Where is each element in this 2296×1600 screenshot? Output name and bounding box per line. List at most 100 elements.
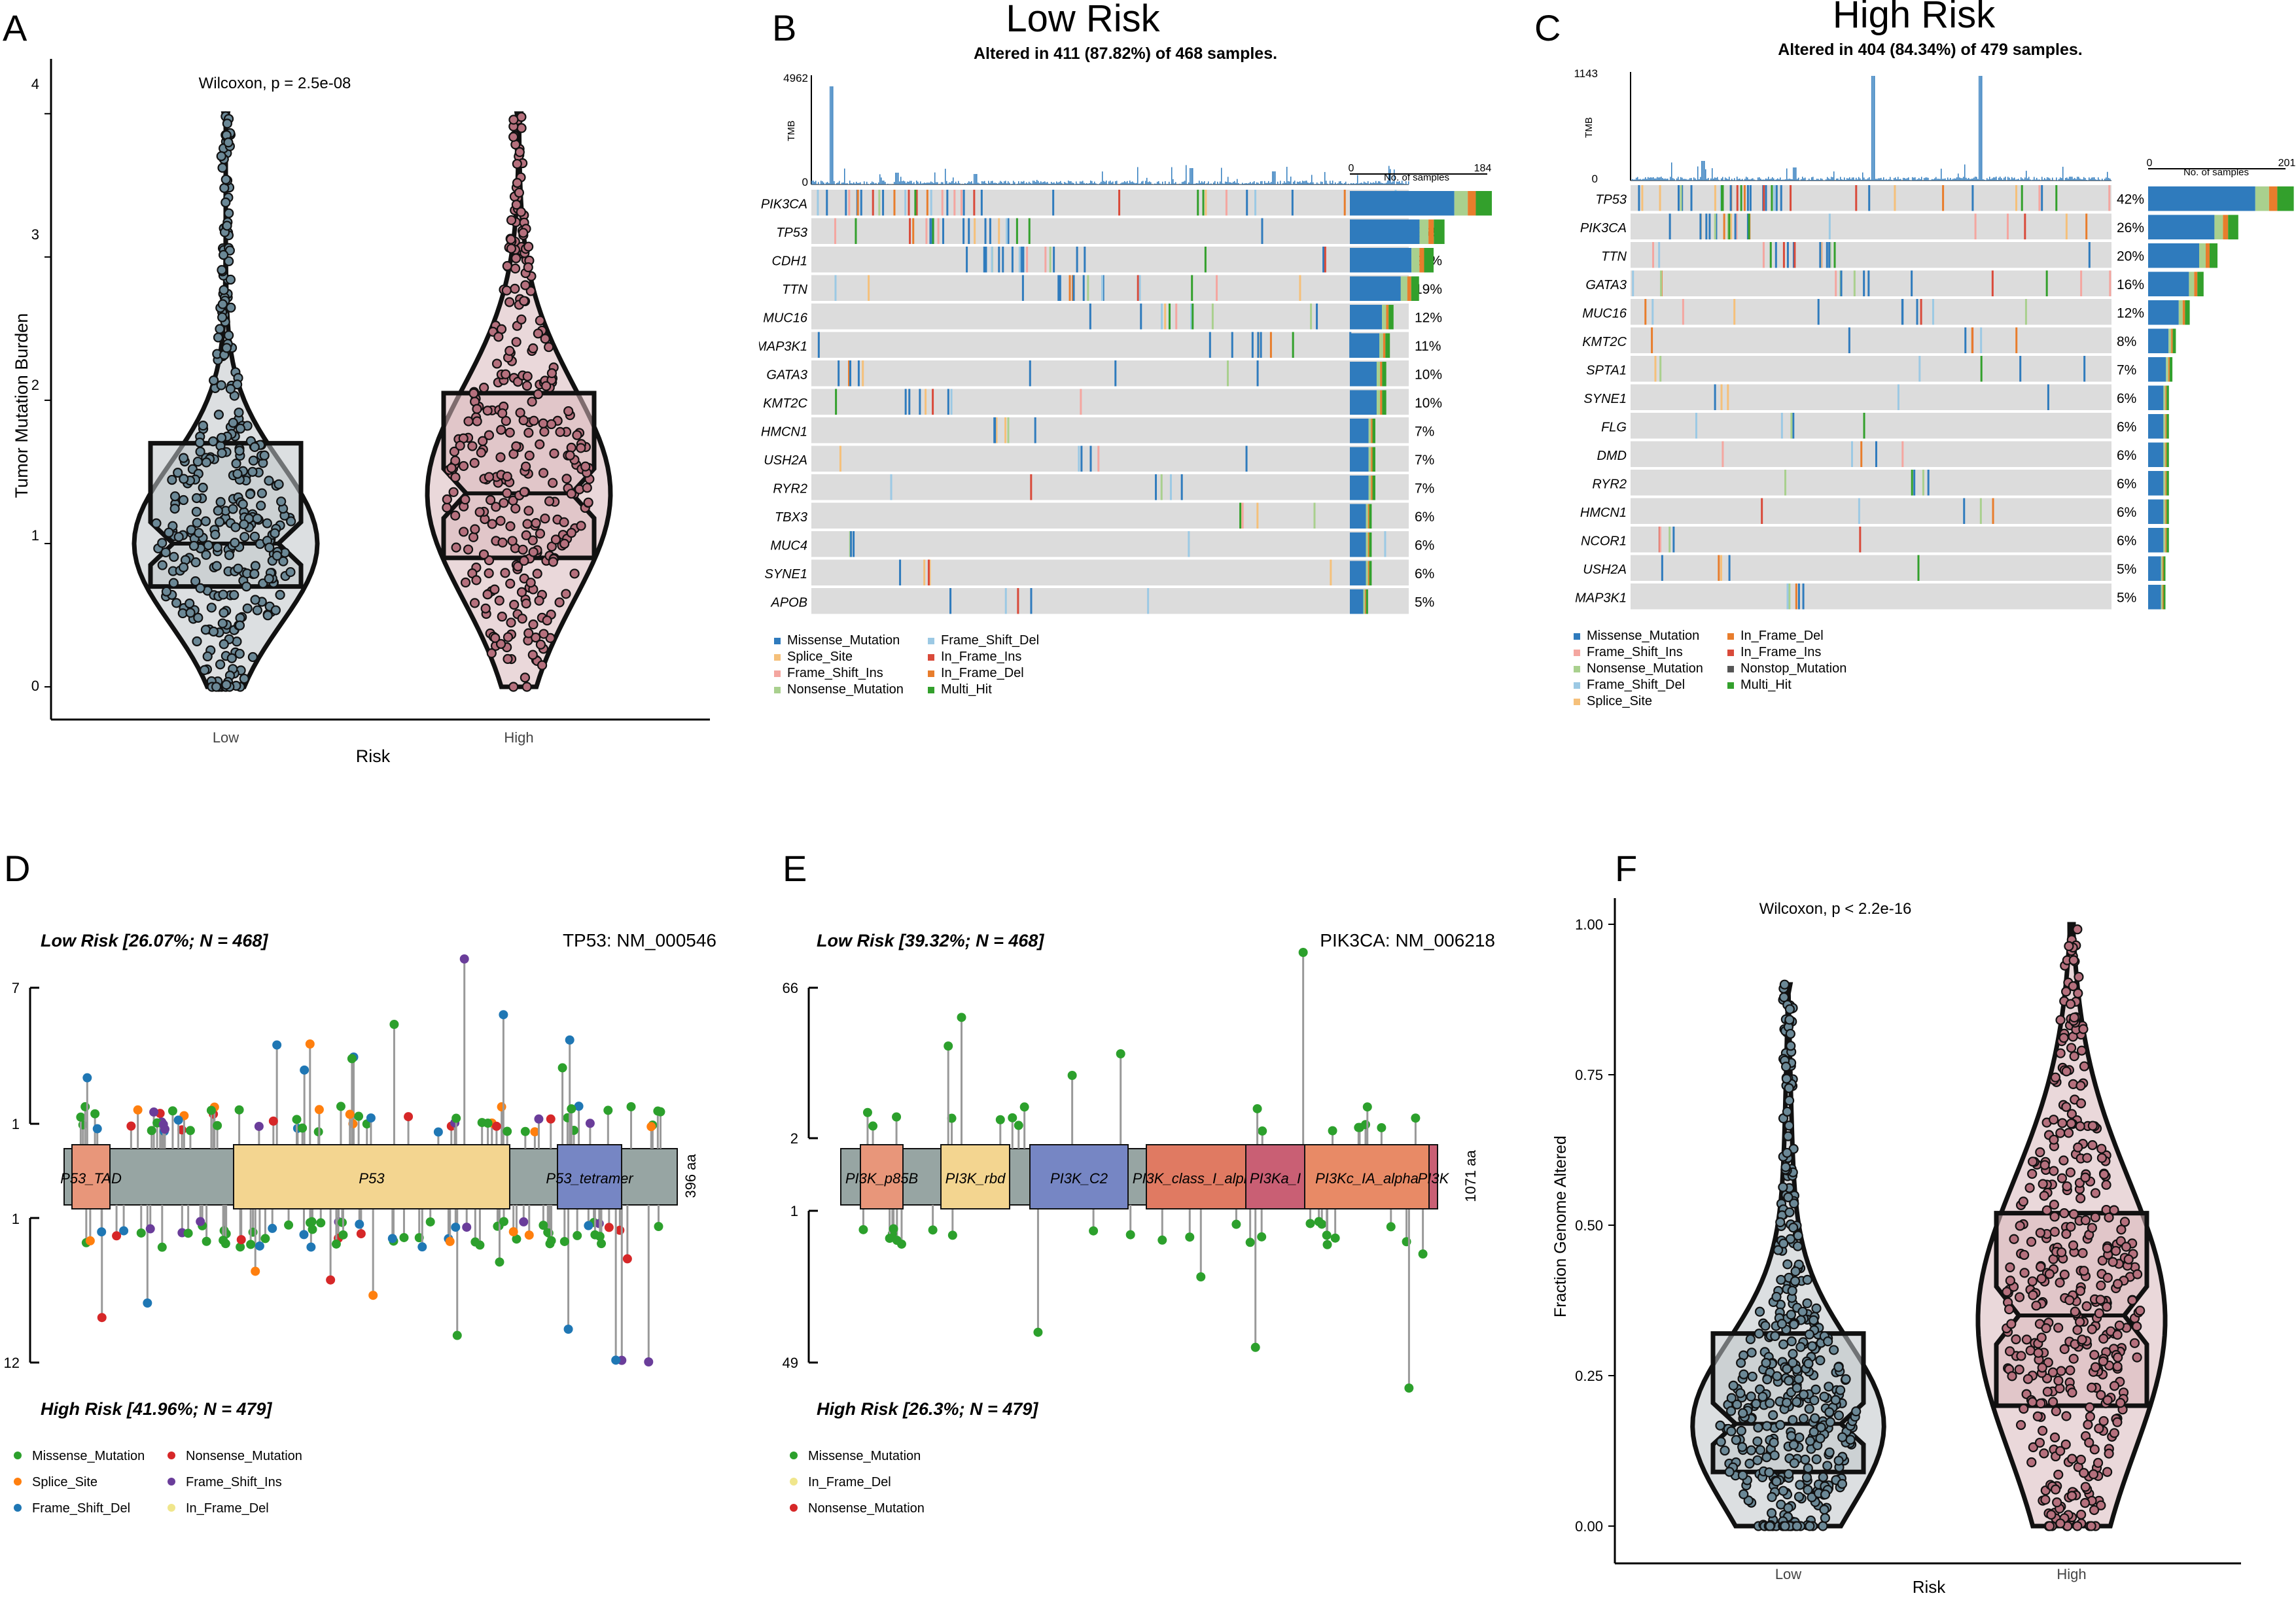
lollipop-head [126, 1121, 136, 1131]
data-point [2062, 1181, 2072, 1192]
tmb-bar [2074, 177, 2075, 181]
percent-label: 5% [1415, 595, 1434, 610]
mutation-cell [1322, 247, 1325, 273]
sample-bar-nonsense [2166, 357, 2168, 382]
sample-bar-multihit [2166, 385, 2169, 410]
data-point [2019, 1249, 2030, 1261]
tmb-bar [2021, 177, 2022, 181]
tmb-bar [983, 181, 984, 184]
mutation-cell [1239, 502, 1242, 529]
lollipop-head [508, 1227, 518, 1237]
lollipop-head [145, 1224, 155, 1234]
sample-bar-multihit [2166, 442, 2169, 467]
data-point [555, 426, 565, 437]
mutation-cell [1911, 270, 1913, 296]
domain-label: PI3K_p85B [845, 1170, 918, 1187]
tmb-bar [1383, 183, 1385, 184]
mutation-cell [1007, 417, 1010, 443]
mutation-cell [1718, 555, 1720, 581]
lollipop-head [1157, 1235, 1167, 1245]
panel-c-tmb-max: 1143 [1574, 67, 1598, 80]
lollipop-head [185, 1126, 195, 1136]
sample-bar-nonsense [1366, 504, 1368, 529]
mutation-cell [1894, 185, 1896, 211]
tmb-bar [2022, 178, 2023, 181]
data-point [2112, 1417, 2123, 1427]
tmb-bar [2090, 179, 2091, 181]
mutation-cell [817, 332, 820, 358]
sample-bar-nonsense [1376, 390, 1381, 415]
lollipop-head [168, 1106, 177, 1116]
data-point [2027, 1168, 2038, 1179]
data-point [242, 603, 253, 614]
tmb-bar [1046, 182, 1047, 184]
tmb-bar [1645, 177, 1646, 181]
sample-bar-nonsense [2163, 385, 2166, 410]
data-point [1776, 1319, 1787, 1329]
data-point [208, 436, 219, 447]
mutations-dmd [1722, 441, 1904, 467]
tmb-bar [1204, 181, 1205, 184]
data-point [2077, 1334, 2087, 1345]
mutations-ryr2 [1784, 470, 1930, 496]
tmb-bar [2083, 177, 2085, 181]
oncoplot-row [1631, 527, 2111, 553]
percent-label: 7% [1415, 424, 1434, 439]
tmb-bar [878, 182, 879, 184]
data-point [217, 312, 228, 322]
lollipop-head [459, 954, 469, 964]
data-point [546, 368, 557, 379]
panel-letter-b: B [772, 7, 797, 48]
data-point [1769, 1450, 1780, 1461]
tmb-bar [1977, 179, 1979, 181]
data-point [580, 461, 591, 472]
tmb-bar [1760, 179, 1761, 181]
mutation-cell [1708, 213, 1711, 239]
tmb-bar [2007, 177, 2009, 181]
data-point [1809, 1427, 1819, 1437]
panel-b-title: Low Risk [1006, 0, 1160, 40]
tmb-bar [843, 182, 844, 184]
data-point [2055, 1518, 2066, 1529]
mutation-cell [1863, 413, 1865, 439]
tmb-bar [1748, 179, 1750, 181]
data-point [1764, 1467, 1775, 1478]
data-point [2014, 1365, 2024, 1375]
tmb-bar [1695, 178, 1696, 181]
oncoplot-row [1631, 270, 2111, 296]
mutation-cell [1049, 247, 1051, 273]
data-point [2009, 1234, 2019, 1244]
data-point [469, 598, 480, 608]
mutation-cell [1257, 332, 1260, 358]
data-point [2085, 1412, 2096, 1422]
lollipop-head [503, 1126, 512, 1136]
legend-dot [14, 1504, 22, 1512]
data-point [2044, 1269, 2055, 1279]
tmb-bar [2070, 177, 2072, 181]
data-point [2109, 1428, 2119, 1438]
tmb-bar [1951, 179, 1952, 181]
lollipop-head [947, 1113, 957, 1123]
mutation-cell [1979, 498, 1982, 524]
data-point [1819, 1391, 1829, 1402]
tmb-bar [1275, 171, 1276, 184]
data-point [495, 452, 506, 462]
tmb-bar [1989, 177, 1990, 181]
mutation-cell [1632, 270, 1634, 296]
tmb-bars [811, 86, 1409, 184]
tmb-bar [1896, 179, 1898, 181]
tmb-bar [896, 173, 898, 184]
mutation-cell [2108, 185, 2111, 211]
data-point [516, 587, 527, 597]
lollipop-head [112, 1231, 122, 1241]
data-point [1767, 1492, 1777, 1503]
mutation-cell [1942, 185, 1945, 211]
data-point [171, 598, 182, 608]
tmb-bar [1768, 177, 1769, 181]
data-point [2096, 1153, 2108, 1163]
panel-c-oncoplot: TP53 42%PIK3CA 26%TTN 20%GATA3 16%MUC16 12%KM… [1574, 0, 2295, 708]
data-point [2080, 1482, 2091, 1492]
tmb-bar [1773, 178, 1775, 181]
data-point [219, 608, 229, 618]
lollipop-head [305, 1039, 315, 1049]
